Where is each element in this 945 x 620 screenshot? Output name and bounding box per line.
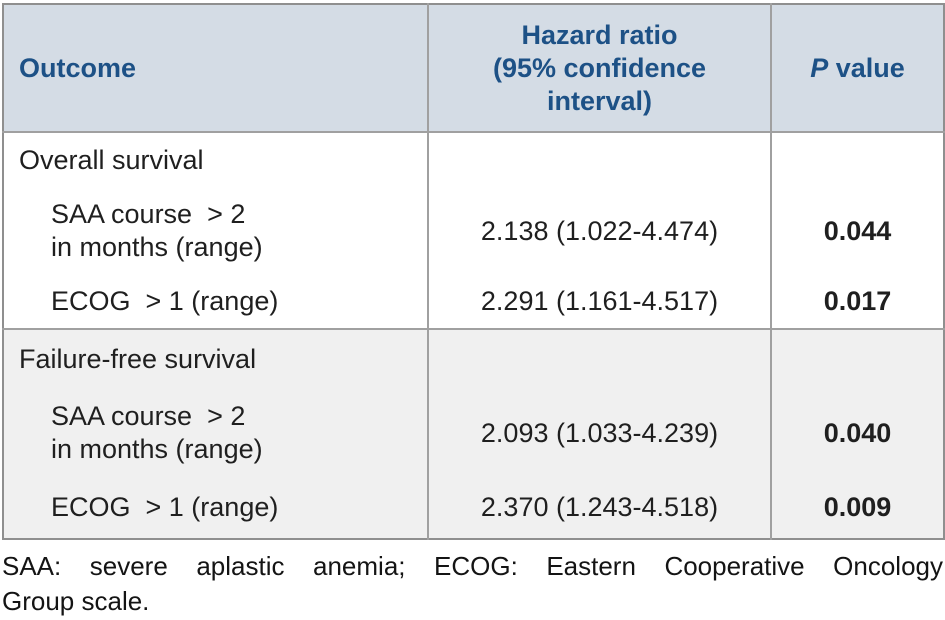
column-header-hazard-ratio: Hazard ratio (95% confidence interval) (427, 4, 771, 133)
header-row: Outcome Hazard ratio (95% confidence int… (3, 4, 944, 133)
outcome-cell: ECOG > 1 (range) (3, 477, 428, 539)
hazard-ratio-cell: 2.138 (1.022-4.474) (427, 188, 771, 274)
footnote-line: SAA: severe aplastic anemia; ECOG: Easte… (2, 551, 943, 581)
section-title-overall-survival: Overall survival (19, 145, 204, 175)
section-title-failure-free-survival: Failure-free survival (3, 328, 428, 389)
table-header: Outcome Hazard ratio (95% confidence int… (3, 4, 944, 133)
empty-cell (427, 132, 771, 188)
column-header-outcome: Outcome (3, 4, 428, 133)
table-row: ECOG > 1 (range) 2.370 (1.243-4.518) 0.0… (3, 477, 944, 539)
hazard-ratio-cell: 2.093 (1.033-4.239) (427, 389, 771, 477)
p-value-cell: 0.009 (770, 477, 944, 539)
table-row: SAA course > 2 in months (range) 2.138 (… (3, 188, 944, 274)
p-value-cell: 0.044 (770, 188, 944, 274)
hazard-ratio-table: Outcome Hazard ratio (95% confidence int… (2, 3, 945, 540)
empty-cell (770, 132, 944, 188)
section-title-row: Overall survival (3, 132, 944, 188)
table-row: SAA course > 2 in months (range) 2.093 (… (3, 389, 944, 477)
table-row: ECOG > 1 (range) 2.291 (1.161-4.517) 0.0… (3, 274, 944, 329)
p-value-cell: 0.017 (770, 274, 944, 329)
hazard-ratio-cell: 2.291 (1.161-4.517) (427, 274, 771, 329)
empty-cell (770, 328, 944, 389)
p-value-cell: 0.040 (770, 389, 944, 477)
outcome-cell: ECOG > 1 (range) (51, 285, 279, 316)
p-value-label-rest: value (828, 52, 905, 83)
table-body: Overall survival SAA course > 2 in month… (3, 132, 944, 539)
footnote-line: Group scale. (2, 586, 150, 616)
section-title-row: Failure-free survival (3, 328, 944, 389)
p-value-italic-letter: P (810, 52, 829, 83)
empty-cell (427, 328, 771, 389)
outcome-cell: SAA course > 2 in months (range) (3, 389, 428, 477)
hazard-ratio-cell: 2.370 (1.243-4.518) (427, 477, 771, 539)
column-header-p-value: P value (770, 4, 944, 133)
outcome-cell: SAA course > 2 in months (range) (51, 199, 263, 262)
footnote: SAA: severe aplastic anemia; ECOG: Easte… (2, 549, 943, 619)
